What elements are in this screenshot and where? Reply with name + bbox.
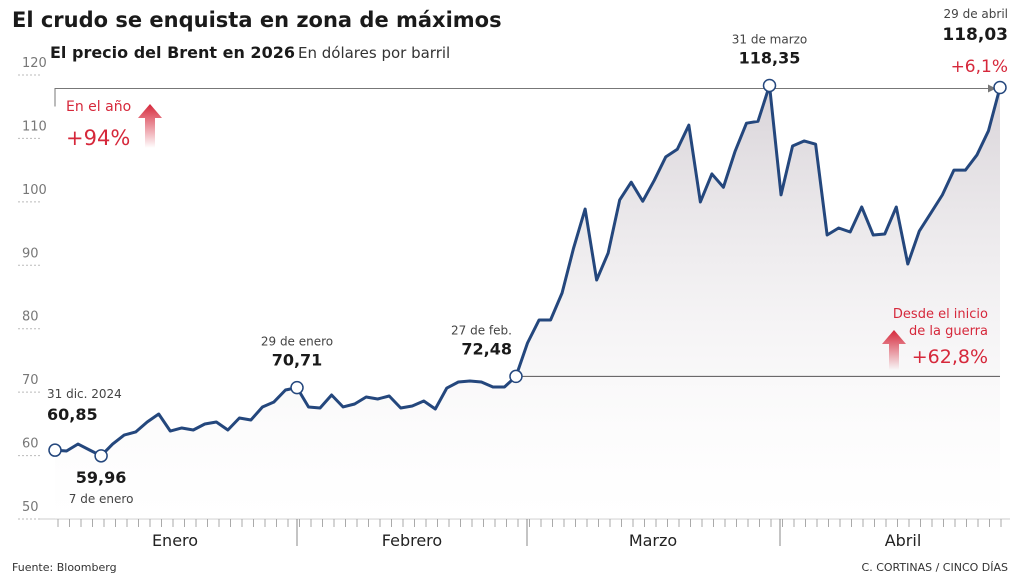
annotation-value: +62,8%	[912, 346, 988, 368]
arrow-icon	[138, 104, 162, 148]
x-tick-label: Febrero	[382, 531, 442, 550]
annotation: Desde el inicio de la guerra	[893, 307, 988, 339]
date-label: 7 de enero	[69, 492, 134, 506]
value-label: 59,96	[76, 468, 127, 487]
value-label: 118,35	[739, 48, 801, 67]
reference-line	[54, 87, 990, 107]
marker	[94, 449, 108, 463]
marker	[762, 78, 777, 93]
y-tick-label: 50	[22, 500, 39, 515]
area	[55, 85, 1000, 520]
units: En dólares por barril	[298, 44, 450, 62]
annotation-value: +94%	[66, 126, 130, 150]
chart-title: El crudo se enquista en zona de máximos	[12, 8, 502, 32]
y-tick-label: 70	[22, 373, 39, 388]
credit: C. CORTINAS / CINCO DÍAS	[862, 561, 1008, 574]
x-tick-label: Abril	[885, 531, 922, 550]
arrowhead	[988, 84, 996, 93]
marker	[48, 443, 62, 457]
y-tick-label: 110	[22, 119, 47, 134]
annotation-value: +6,1%	[951, 57, 1008, 77]
y-tick-label: 80	[22, 310, 39, 325]
date-label: 29 de enero	[261, 335, 333, 349]
marker	[290, 380, 304, 395]
marker	[509, 369, 523, 384]
value-label: 118,03	[942, 25, 1008, 45]
x-tick-label: Enero	[152, 531, 198, 550]
y-tick-label: 100	[22, 183, 47, 198]
date-label: 31 de marzo	[732, 32, 808, 46]
arrow-icon	[882, 330, 906, 370]
annotation: En el año	[66, 99, 131, 115]
subtitle: El precio del Brent en 2026	[50, 43, 295, 62]
source: Fuente: Bloomberg	[12, 561, 117, 574]
date-label: 27 de feb.	[451, 323, 512, 337]
date-label: 31 dic. 2024	[47, 387, 122, 401]
value-label: 72,48	[461, 339, 512, 358]
value-label: 70,71	[272, 351, 323, 370]
plot: 50 60 70 80 90 100 110 120 Enero Febrero Marzo Abri…	[18, 7, 1010, 550]
y-tick-label: 60	[22, 437, 39, 452]
date-label: 29 de abril	[944, 7, 1008, 21]
line	[54, 83, 1002, 458]
y-tick-label: 120	[22, 56, 47, 71]
value-label: 60,85	[47, 405, 98, 424]
x-tick-label: Marzo	[629, 531, 677, 550]
y-tick-label: 90	[22, 246, 39, 261]
marker	[993, 80, 1007, 95]
